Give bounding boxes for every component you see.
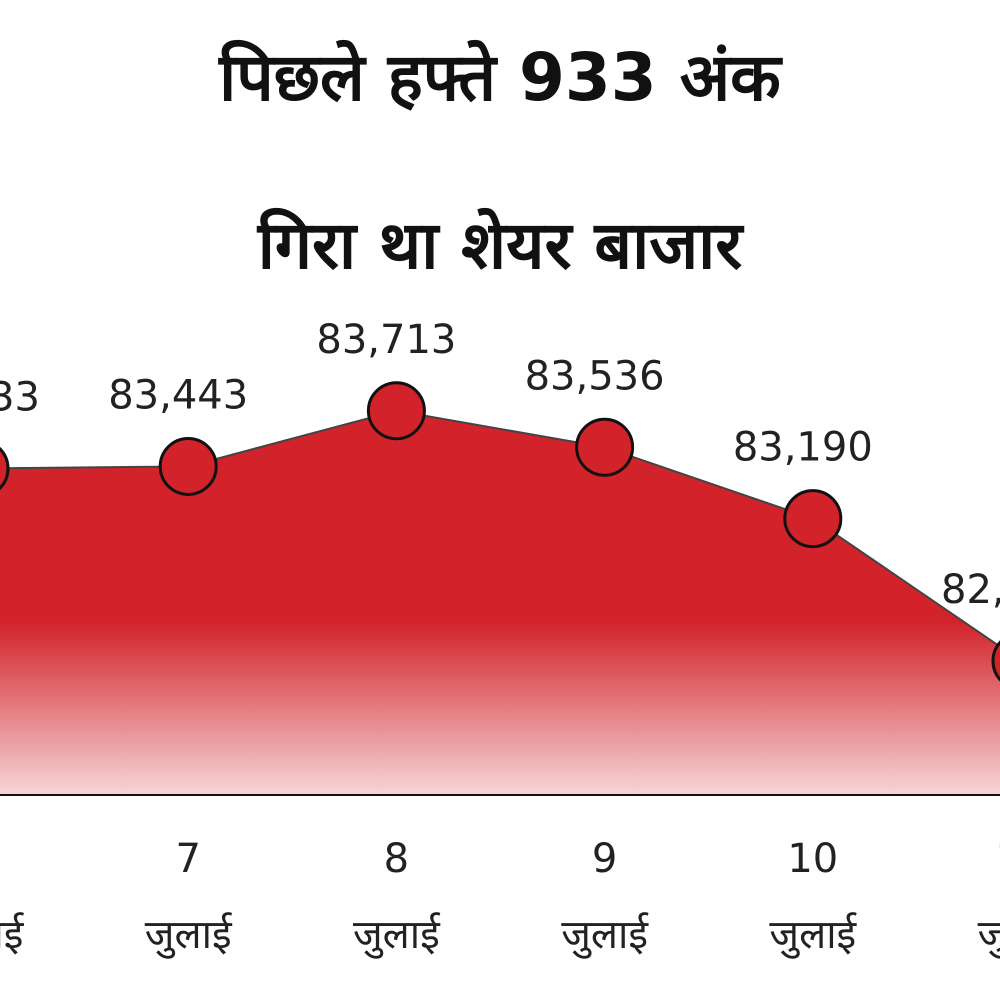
x-tick-label: जुलाई bbox=[0, 912, 25, 959]
x-tick-label: जुलाई bbox=[561, 912, 649, 959]
point bbox=[158, 436, 218, 496]
x-tick-label: 11 bbox=[996, 836, 1000, 882]
plot: 83,4334जुलाई83,4437जुलाई83,7138जुलाई83,5… bbox=[0, 317, 1000, 959]
value-label: 83,713 bbox=[316, 317, 456, 363]
x-tick-label: जुलाई bbox=[353, 912, 441, 959]
point bbox=[366, 381, 426, 441]
value-label: 83,190 bbox=[733, 425, 873, 471]
line bbox=[0, 409, 1000, 648]
value-label: 83,536 bbox=[525, 353, 665, 399]
x-tick-label: 7 bbox=[175, 836, 200, 882]
x-tick-label: जुलाई bbox=[978, 912, 1000, 959]
point bbox=[575, 417, 635, 477]
value-label: 83,443 bbox=[108, 372, 248, 418]
x-tick-label: 10 bbox=[787, 836, 838, 882]
x-tick-label: 9 bbox=[592, 836, 617, 882]
x-tick-label: 8 bbox=[384, 836, 409, 882]
point bbox=[0, 446, 10, 491]
value-label: 82,500 bbox=[941, 567, 1000, 613]
area bbox=[0, 410, 1000, 795]
x-tick-label: जुलाई bbox=[145, 912, 233, 959]
value-label: 83,433 bbox=[0, 375, 40, 421]
point bbox=[783, 489, 843, 549]
chart-title: पिछले हफ्ते 933 अंक bbox=[217, 39, 783, 116]
point bbox=[991, 640, 1000, 682]
chart-title: गिरा था शेयर बाजार bbox=[256, 207, 746, 284]
x-tick-label: जुलाई bbox=[769, 912, 857, 959]
